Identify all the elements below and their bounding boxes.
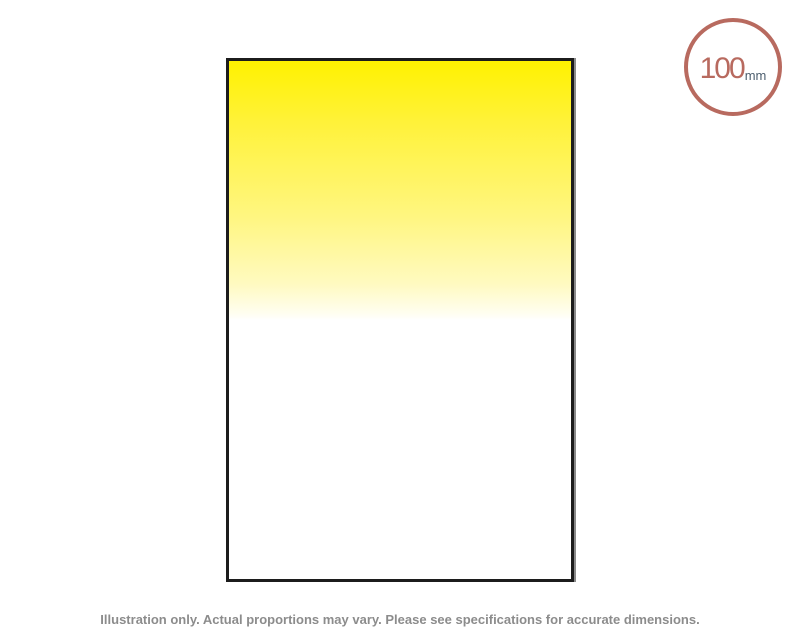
graduated-yellow-filter (226, 58, 574, 582)
filter-size-badge: 100 mm (684, 18, 782, 116)
size-unit: mm (744, 67, 767, 83)
disclaimer-text: Illustration only. Actual proportions ma… (100, 612, 700, 627)
size-number: 100 (699, 52, 746, 85)
